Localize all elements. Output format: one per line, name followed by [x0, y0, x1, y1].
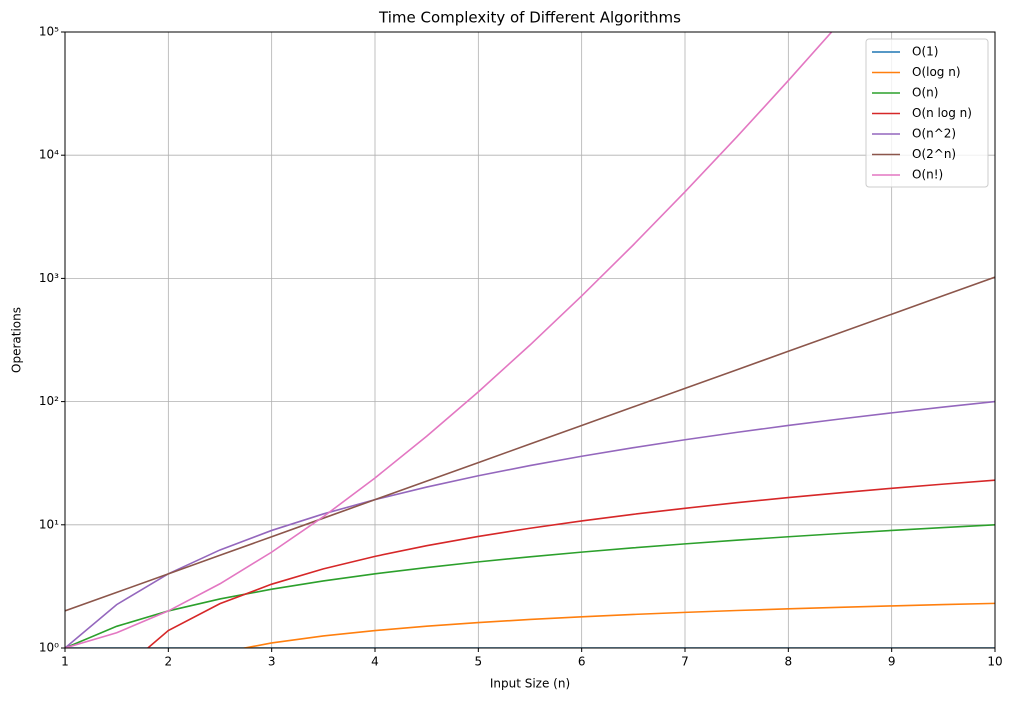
x-tick-label: 5 — [475, 655, 483, 669]
x-tick-label: 1 — [61, 655, 69, 669]
x-tick-label: 10 — [987, 655, 1002, 669]
y-tick-label: 10⁵ — [39, 25, 59, 39]
x-tick-label: 3 — [268, 655, 276, 669]
chart-title: Time Complexity of Different Algorithms — [378, 9, 681, 27]
y-tick-label: 10² — [39, 394, 59, 408]
series-line — [146, 479, 995, 648]
legend-label: O(2^n) — [912, 147, 956, 161]
x-tick-label: 4 — [371, 655, 379, 669]
x-tick-label: 2 — [165, 655, 173, 669]
x-tick-label: 7 — [681, 655, 689, 669]
x-axis-label: Input Size (n) — [490, 677, 570, 691]
legend-label: O(1) — [912, 45, 938, 59]
y-tick-label: 10⁴ — [39, 148, 59, 162]
series-line — [240, 602, 995, 648]
series-line — [65, 276, 995, 612]
series-line — [65, 32, 833, 648]
y-axis-label: Operations — [10, 307, 24, 373]
legend-label: O(n!) — [912, 168, 943, 182]
series-line — [65, 400, 995, 648]
legend-label: O(n^2) — [912, 127, 956, 141]
series-line — [65, 524, 995, 648]
x-tick-label: 9 — [888, 655, 896, 669]
legend-label: O(log n) — [912, 65, 961, 79]
legend-label: O(n) — [912, 86, 938, 100]
y-tick-label: 10⁰ — [39, 641, 59, 655]
legend: O(1) O(log n) O(n) O(n log n) O(n^2) O(2^n) O(… — [865, 38, 989, 188]
y-tick-label: 10³ — [39, 271, 59, 285]
lines — [65, 32, 995, 648]
legend-label: O(n log n) — [912, 106, 972, 120]
x-tick-label: 8 — [785, 655, 793, 669]
plot-frame — [64, 31, 996, 649]
y-tick-label: 10¹ — [39, 517, 59, 531]
x-tick-label: 6 — [578, 655, 586, 669]
legend-box — [865, 38, 989, 188]
